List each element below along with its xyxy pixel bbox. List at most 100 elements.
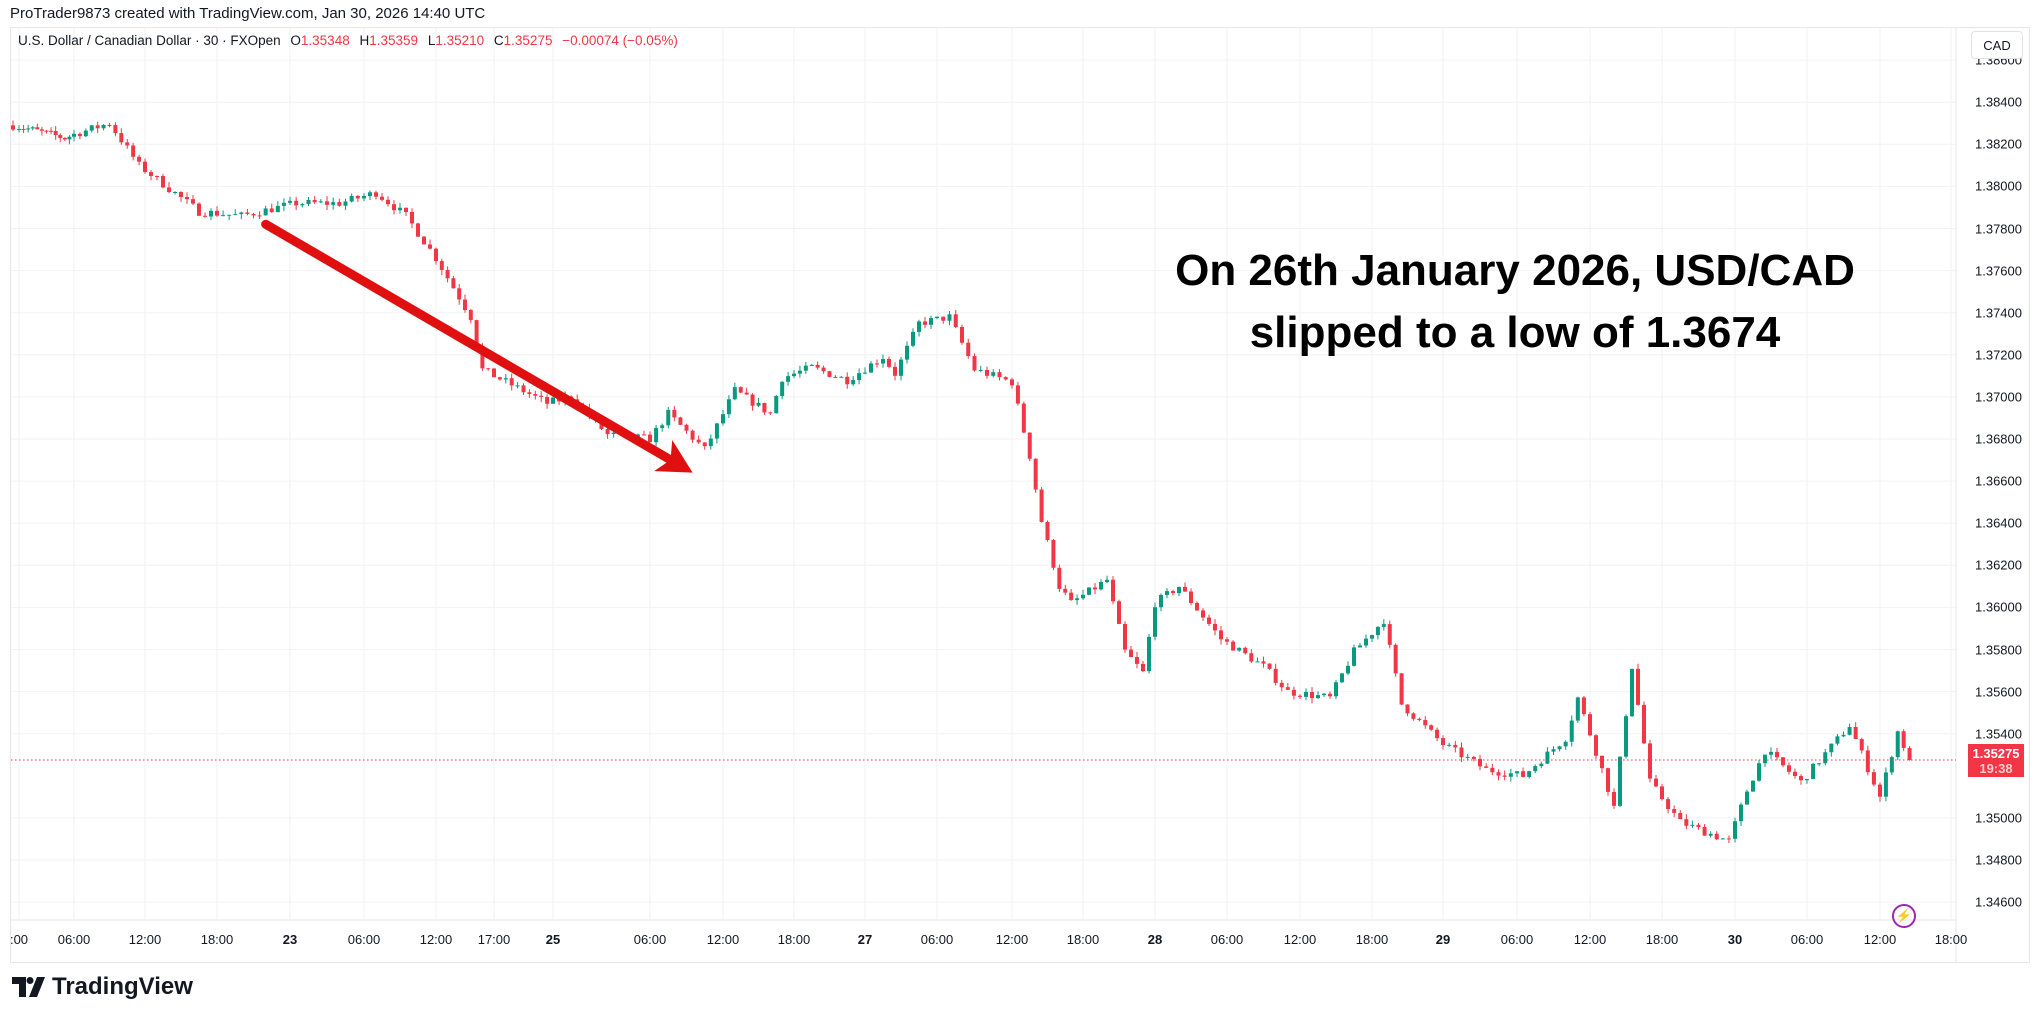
annotation-line-2: slipped to a low of 1.3674 xyxy=(1249,308,1781,357)
tradingview-logo[interactable]: TradingView xyxy=(12,973,193,1001)
candle-body xyxy=(11,125,15,130)
candle xyxy=(1793,768,1797,779)
candle-body xyxy=(750,394,755,406)
candle-body xyxy=(1358,645,1362,648)
candle-body xyxy=(1841,734,1846,737)
candle xyxy=(221,210,226,217)
candle xyxy=(821,365,826,374)
candle-body xyxy=(1021,403,1026,433)
candle xyxy=(1207,614,1211,627)
candle-body xyxy=(539,395,544,397)
candle xyxy=(1551,746,1556,755)
candle xyxy=(1660,784,1664,801)
annotation-line-1: On 26th January 2026, USD/CAD xyxy=(1175,246,1855,295)
price-tick-label: 1.36400 xyxy=(1975,515,2022,531)
candle xyxy=(1195,601,1199,611)
candle-body xyxy=(1594,735,1598,756)
candle-body xyxy=(1177,586,1181,594)
lightning-icon[interactable]: ⚡ xyxy=(1892,904,1916,928)
candle-body xyxy=(1557,746,1562,750)
candle-body xyxy=(887,359,891,367)
candle xyxy=(53,126,58,140)
candle xyxy=(1027,432,1032,462)
candle xyxy=(275,201,280,213)
candle xyxy=(1847,723,1852,736)
price-tick-label: 1.35400 xyxy=(1975,726,2022,742)
candle xyxy=(1521,767,1526,778)
price-tick-label: 1.37200 xyxy=(1975,347,2022,363)
arrow-shaft xyxy=(261,219,673,464)
candle xyxy=(839,376,844,378)
candle xyxy=(1654,774,1658,788)
candle xyxy=(1630,668,1634,717)
candle xyxy=(684,423,689,434)
candle-body xyxy=(53,130,58,136)
candle-body xyxy=(917,321,921,332)
candle-body xyxy=(1099,582,1103,590)
candle-body xyxy=(1745,791,1749,805)
candle-body xyxy=(1352,647,1356,666)
candle xyxy=(1129,646,1133,658)
time-tick-label: 06:00 xyxy=(920,932,954,947)
candle xyxy=(1441,735,1445,750)
candle-body xyxy=(439,261,444,270)
candle xyxy=(762,402,767,415)
candle-body xyxy=(486,368,491,370)
candle-body xyxy=(1334,682,1338,697)
candle-body xyxy=(1129,649,1133,658)
candle xyxy=(1141,660,1145,673)
candle xyxy=(1502,770,1507,781)
candle-body xyxy=(1527,771,1532,777)
candle-body xyxy=(738,387,743,393)
candle xyxy=(1063,584,1068,596)
candle xyxy=(1515,770,1519,778)
candle-body xyxy=(312,199,317,203)
candle-body xyxy=(1581,697,1586,715)
candle xyxy=(26,124,31,133)
candle-body xyxy=(215,210,219,216)
candle-body xyxy=(1612,791,1616,806)
candle-body xyxy=(398,207,402,211)
candle-body xyxy=(1726,838,1731,840)
candle-body xyxy=(1316,695,1320,699)
candle xyxy=(119,128,124,145)
candle xyxy=(143,158,147,174)
candle-body xyxy=(325,201,329,205)
candle xyxy=(1859,737,1864,754)
candle xyxy=(985,366,989,379)
candle xyxy=(708,434,713,450)
candle xyxy=(1117,599,1121,625)
candle-body xyxy=(923,321,927,325)
candle xyxy=(463,294,467,313)
time-tick-label: 12:00 xyxy=(1283,932,1317,947)
candle-body xyxy=(1045,521,1050,540)
candle-body xyxy=(197,203,201,216)
candle-body xyxy=(1243,647,1248,654)
candle xyxy=(702,442,707,450)
candle xyxy=(1249,649,1254,664)
candle xyxy=(750,393,755,411)
candle-body xyxy=(185,196,189,200)
candle-body xyxy=(690,430,695,440)
candle-body xyxy=(809,364,814,366)
candle-body xyxy=(72,133,76,137)
candle-body xyxy=(239,212,244,215)
candle xyxy=(131,142,136,161)
candle xyxy=(362,193,366,202)
candle-body xyxy=(935,316,939,319)
candle-body xyxy=(863,372,867,374)
candle-body xyxy=(269,208,274,213)
candle-body xyxy=(1471,756,1476,759)
candle xyxy=(1527,770,1532,779)
candle-body xyxy=(1569,720,1574,742)
candle xyxy=(1508,768,1513,782)
candle xyxy=(1612,788,1616,809)
candle-body xyxy=(1003,377,1008,380)
price-tick-label: 1.38400 xyxy=(1975,94,2022,110)
currency-button[interactable]: CAD xyxy=(1971,31,2023,59)
price-tick-label: 1.37000 xyxy=(1975,389,2022,405)
symbol-title[interactable]: U.S. Dollar / Canadian Dollar · 30 · FXO… xyxy=(18,33,281,48)
price-tick-label: 1.38200 xyxy=(1975,136,2022,152)
candle-body xyxy=(929,318,933,325)
